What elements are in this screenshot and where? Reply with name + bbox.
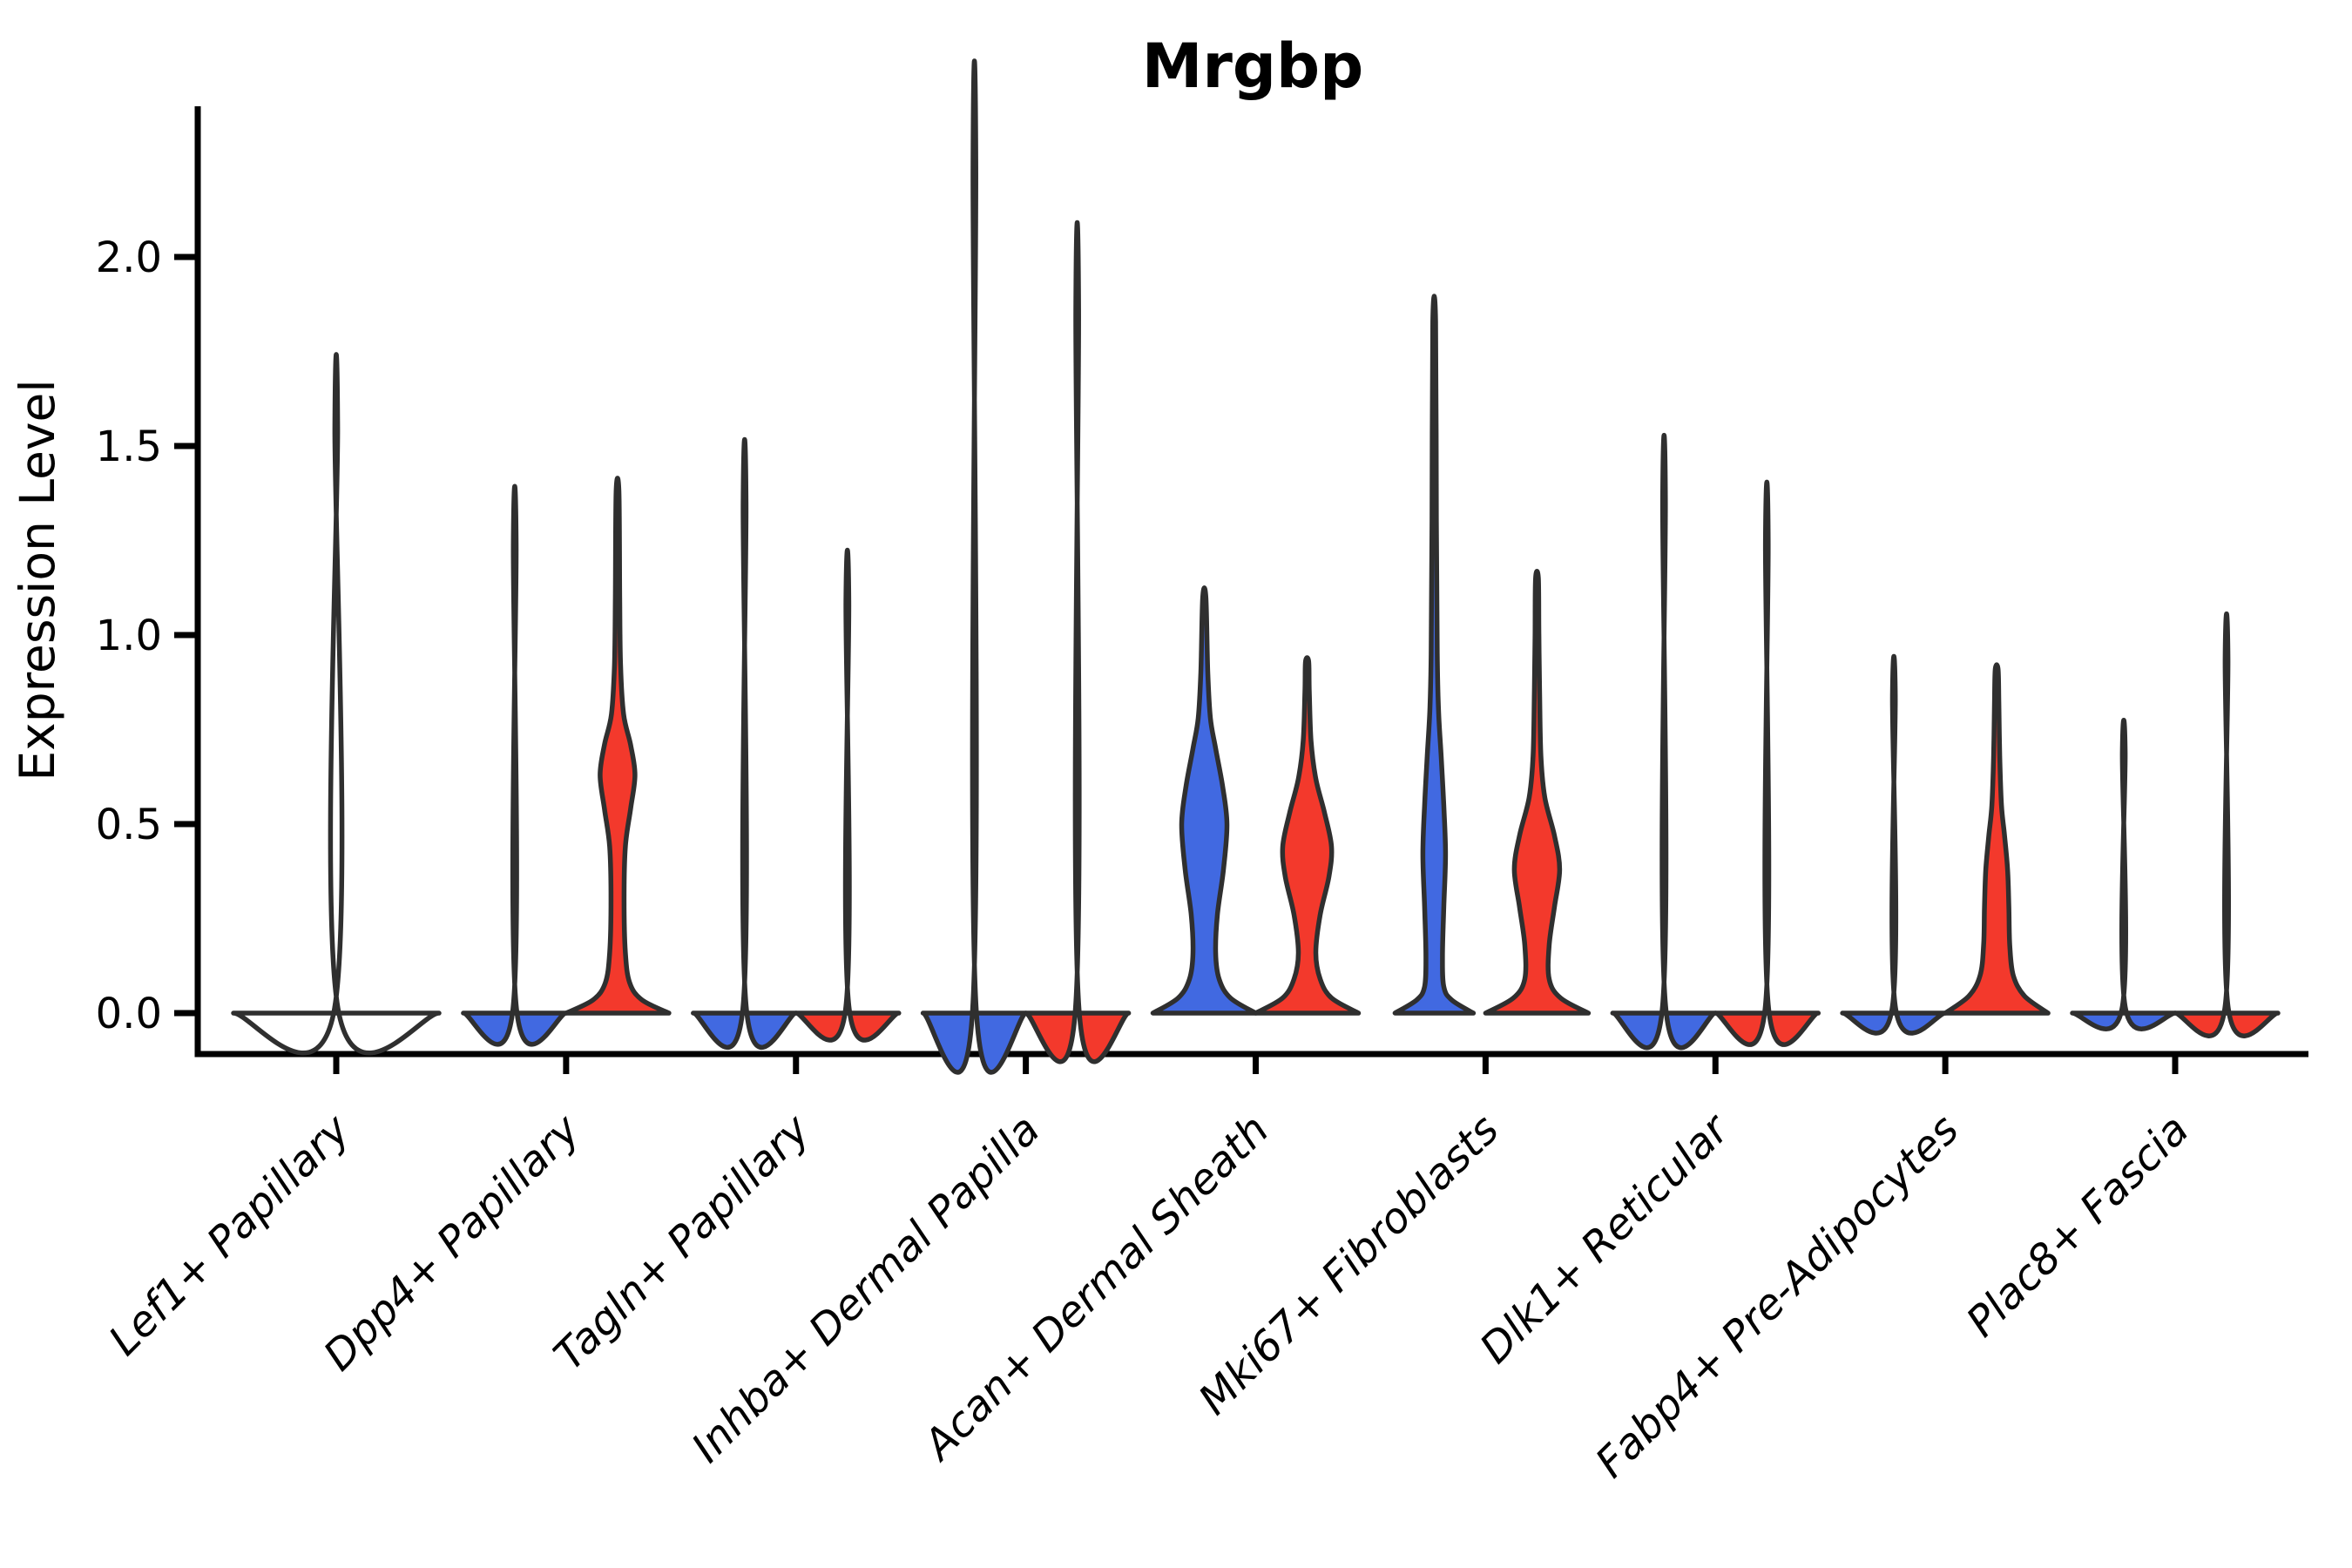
violin-4-red bbox=[1253, 655, 1362, 1016]
y-tick-label-1: 0.5 bbox=[96, 801, 162, 849]
y-tick-label-4: 2.0 bbox=[96, 233, 162, 282]
violin-5-red bbox=[1483, 569, 1592, 1016]
violin-7-blue bbox=[1840, 653, 1948, 1036]
x-tick-label-fabp4: Fabp4+ Pre-Adipocytes bbox=[1586, 1105, 1969, 1488]
axis-ticks bbox=[174, 253, 2179, 1074]
violin-4-blue bbox=[1150, 585, 1259, 1016]
violin-5-blue bbox=[1392, 294, 1477, 1016]
violin-2-red bbox=[794, 548, 902, 1043]
x-tick-label-lef1: Lef1+ Papillary bbox=[99, 1105, 360, 1365]
violin-1-red bbox=[564, 476, 672, 1016]
violin-6-blue bbox=[1610, 433, 1719, 1051]
violin-3-red bbox=[1023, 220, 1132, 1064]
y-axis-label: Expression Level bbox=[10, 379, 65, 781]
violin-8-blue bbox=[2070, 718, 2178, 1031]
y-tick-label-3: 1.5 bbox=[96, 422, 162, 471]
y-tick-label-0: 0.0 bbox=[96, 990, 162, 1038]
y-tick-label-2: 1.0 bbox=[96, 612, 162, 660]
chart-title: Mrgbp bbox=[1142, 30, 1364, 102]
violin-8-red bbox=[2173, 611, 2281, 1038]
violins-layer bbox=[231, 58, 2281, 1075]
violin-6-red bbox=[1713, 479, 1821, 1047]
x-tick-label-tagln: Tagln+ Papillary bbox=[544, 1105, 820, 1380]
x-tick-label-plac8: Plac8+ Fascia bbox=[1957, 1105, 2199, 1347]
x-tick-label-dpp4: Dpp4+ Papillary bbox=[314, 1105, 590, 1380]
violin-1-blue bbox=[461, 483, 569, 1047]
violin-0-single bbox=[231, 352, 442, 1056]
violin-2-blue bbox=[691, 436, 799, 1051]
violin-3-blue bbox=[920, 58, 1029, 1075]
violin-7-red bbox=[1943, 662, 2051, 1016]
x-tick-label-dlk1: Dlk1+ Reticular bbox=[1470, 1104, 1740, 1374]
